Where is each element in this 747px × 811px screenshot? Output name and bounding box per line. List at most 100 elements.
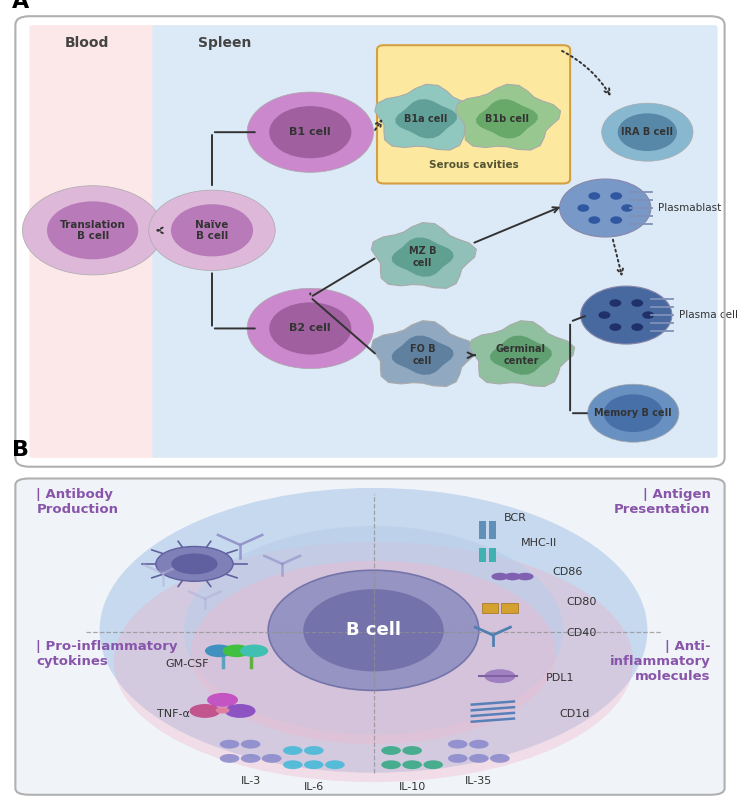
FancyBboxPatch shape: [16, 478, 725, 795]
Circle shape: [220, 754, 239, 763]
Circle shape: [283, 760, 303, 769]
Circle shape: [240, 645, 268, 657]
Circle shape: [171, 553, 217, 574]
FancyBboxPatch shape: [479, 521, 486, 539]
Text: | Anti-
inflammatory
molecules: | Anti- inflammatory molecules: [610, 640, 710, 683]
Text: | Pro-inflammatory
cytokines: | Pro-inflammatory cytokines: [37, 640, 178, 667]
Circle shape: [589, 192, 600, 200]
Text: Memory B cell: Memory B cell: [595, 408, 672, 418]
Circle shape: [220, 740, 239, 749]
Circle shape: [22, 186, 163, 275]
Circle shape: [247, 289, 374, 368]
FancyBboxPatch shape: [29, 25, 159, 457]
Circle shape: [598, 311, 610, 319]
Circle shape: [588, 384, 679, 442]
Text: IL-3: IL-3: [241, 775, 261, 786]
Circle shape: [381, 760, 401, 769]
Polygon shape: [490, 336, 552, 375]
Polygon shape: [371, 222, 477, 289]
Circle shape: [156, 547, 233, 581]
Polygon shape: [375, 84, 480, 150]
Circle shape: [190, 704, 220, 718]
Text: IL-35: IL-35: [465, 775, 492, 786]
Text: FO B
cell: FO B cell: [410, 345, 436, 366]
Circle shape: [149, 190, 275, 270]
Circle shape: [225, 704, 255, 718]
Circle shape: [631, 299, 643, 307]
Text: CD40: CD40: [567, 629, 597, 638]
Ellipse shape: [268, 570, 479, 690]
Text: B cell: B cell: [346, 621, 401, 639]
Text: A: A: [12, 0, 29, 11]
Circle shape: [171, 204, 253, 256]
Ellipse shape: [99, 488, 648, 773]
Ellipse shape: [191, 560, 556, 744]
Circle shape: [448, 740, 468, 749]
Text: Translation
B cell: Translation B cell: [60, 220, 125, 241]
Circle shape: [241, 754, 261, 763]
Ellipse shape: [99, 488, 648, 773]
Circle shape: [604, 394, 663, 432]
Circle shape: [381, 746, 401, 755]
Circle shape: [517, 573, 533, 581]
Circle shape: [205, 645, 233, 657]
FancyBboxPatch shape: [489, 521, 497, 539]
Text: | Antibody
Production: | Antibody Production: [37, 488, 119, 516]
Text: PDL1: PDL1: [545, 673, 574, 683]
FancyBboxPatch shape: [377, 45, 570, 183]
Circle shape: [560, 179, 651, 237]
Text: GM-CSF: GM-CSF: [166, 659, 209, 668]
Circle shape: [403, 746, 422, 755]
FancyBboxPatch shape: [489, 548, 497, 562]
Circle shape: [241, 740, 261, 749]
Circle shape: [589, 217, 600, 224]
Circle shape: [610, 324, 622, 331]
Circle shape: [490, 754, 509, 763]
Circle shape: [424, 760, 443, 769]
FancyBboxPatch shape: [482, 603, 498, 613]
Text: Plasma cell: Plasma cell: [679, 310, 738, 320]
Circle shape: [403, 760, 422, 769]
Text: Spleen: Spleen: [198, 36, 251, 50]
Ellipse shape: [184, 526, 563, 735]
Text: IL-10: IL-10: [398, 782, 426, 792]
Polygon shape: [395, 99, 457, 139]
Circle shape: [485, 669, 515, 683]
Circle shape: [207, 693, 238, 707]
Circle shape: [47, 201, 138, 260]
Circle shape: [580, 286, 672, 344]
Polygon shape: [391, 336, 453, 375]
Text: B: B: [12, 440, 29, 460]
Text: B1b cell: B1b cell: [485, 114, 529, 124]
Text: B2 cell: B2 cell: [290, 324, 331, 333]
Circle shape: [602, 103, 693, 161]
Circle shape: [492, 573, 508, 581]
Circle shape: [469, 740, 489, 749]
Circle shape: [622, 204, 633, 212]
Circle shape: [304, 746, 323, 755]
Text: TNF-α: TNF-α: [157, 709, 190, 719]
Text: IRA B cell: IRA B cell: [622, 127, 673, 137]
Circle shape: [325, 760, 344, 769]
FancyBboxPatch shape: [479, 548, 486, 562]
Ellipse shape: [99, 488, 648, 773]
Circle shape: [610, 299, 622, 307]
Text: MHC-II: MHC-II: [521, 539, 557, 548]
Circle shape: [262, 754, 282, 763]
Circle shape: [469, 754, 489, 763]
Text: Serous cavities: Serous cavities: [429, 160, 518, 170]
Polygon shape: [476, 99, 538, 139]
Text: CD86: CD86: [553, 567, 583, 577]
Circle shape: [504, 573, 521, 581]
Circle shape: [610, 192, 622, 200]
Polygon shape: [456, 84, 560, 150]
Ellipse shape: [114, 542, 633, 782]
Text: Plasmablast: Plasmablast: [657, 203, 721, 213]
Text: BCR: BCR: [503, 513, 527, 523]
Circle shape: [283, 746, 303, 755]
Text: Germinal
center: Germinal center: [496, 345, 546, 366]
FancyBboxPatch shape: [501, 603, 518, 613]
Circle shape: [223, 645, 251, 657]
Text: MZ B
cell: MZ B cell: [409, 247, 436, 268]
Circle shape: [269, 106, 351, 158]
